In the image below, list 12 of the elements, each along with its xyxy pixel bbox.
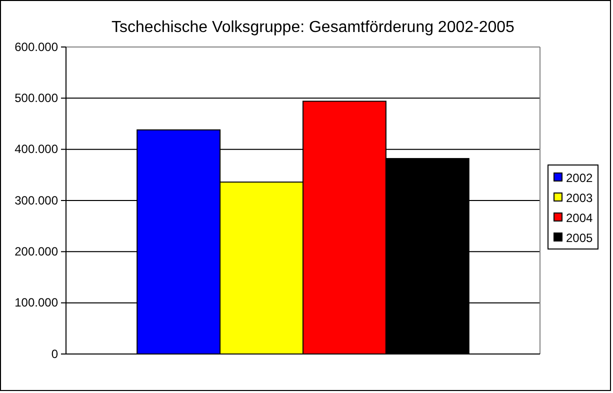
- legend-label: 2003: [566, 191, 594, 205]
- y-tick-label: 600.000: [14, 40, 58, 54]
- y-tick-label: 500.000: [14, 91, 58, 106]
- y-tick-label: 300.000: [14, 193, 58, 208]
- chart-title: Tschechische Volksgruppe: Gesamtförderung 2002-2005: [112, 19, 515, 36]
- y-tick-label: 0: [51, 346, 58, 361]
- y-tick-label: 200.000: [14, 244, 58, 259]
- legend-label: 2002: [566, 171, 594, 185]
- legend-label: 2004: [566, 211, 594, 225]
- legend-label: 2005: [566, 231, 594, 245]
- y-tick-label: 400.000: [14, 142, 58, 156]
- y-tick-label: 100.000: [14, 296, 58, 310]
